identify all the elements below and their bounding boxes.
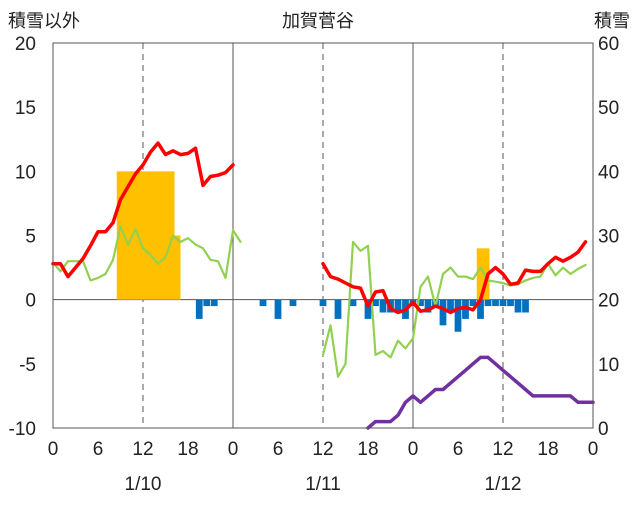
negative-bar [195, 299, 203, 319]
negative-bar [484, 299, 492, 307]
negative-bar [364, 299, 372, 319]
negative-bar [372, 299, 379, 307]
series-lines [51, 141, 595, 430]
negative-bar [417, 299, 424, 307]
negative-bar [274, 299, 282, 319]
negative-bar [492, 299, 499, 307]
negative-bar [439, 299, 447, 326]
x-tick-label: 18 [177, 439, 198, 460]
negative-bar [210, 299, 218, 307]
left-axis-label: 積雪以外 [8, 11, 80, 31]
day-label: 1/12 [485, 474, 522, 495]
x-tick-label: 6 [93, 439, 104, 460]
x-tick-label: 0 [588, 439, 599, 460]
left-tick-label: 20 [15, 34, 36, 55]
snowfall-bar [174, 235, 181, 300]
left-tick-label: 0 [25, 291, 36, 312]
right-tick-label: 60 [598, 34, 619, 55]
right-tick-label: 20 [598, 291, 619, 312]
right-axis-label: 積雪 [594, 11, 630, 31]
negative-bar [319, 299, 327, 307]
purple-series-line [366, 355, 595, 430]
negative-bar [477, 299, 484, 319]
negative-bar [379, 299, 387, 313]
negative-bar [447, 299, 454, 313]
day-label: 1/10 [125, 474, 162, 495]
negative-bar [424, 299, 432, 313]
left-tick-label: 5 [25, 227, 36, 248]
negative-bar [454, 299, 462, 332]
left-tick-label: 10 [15, 162, 36, 183]
x-tick-label: 0 [228, 439, 239, 460]
negative-bar [203, 299, 211, 307]
x-tick-label: 6 [273, 439, 284, 460]
left-tick-label: -10 [9, 419, 36, 440]
negative-bar [469, 299, 477, 307]
negative-bar [522, 299, 529, 313]
left-tick-label: 15 [15, 98, 36, 119]
negative-bar [334, 299, 342, 319]
negative-bar [514, 299, 522, 313]
negative-bar [349, 299, 357, 307]
x-tick-label: 12 [492, 439, 513, 460]
negative-bar [289, 299, 297, 307]
right-tick-label: 10 [598, 355, 619, 376]
x-tick-label: 0 [408, 439, 419, 460]
negative-bar [394, 299, 402, 313]
negative-bar [259, 299, 267, 307]
negative-bar [507, 299, 514, 307]
x-tick-label: 6 [453, 439, 464, 460]
right-tick-label: 30 [598, 227, 619, 248]
right-tick-label: 40 [598, 162, 619, 183]
left-tick-label: -5 [19, 355, 36, 376]
right-tick-label: 0 [598, 419, 609, 440]
x-tick-label: 0 [48, 439, 59, 460]
x-tick-label: 12 [312, 439, 333, 460]
right-tick-label: 50 [598, 98, 619, 119]
negative-bar [462, 299, 469, 319]
red-series-line [321, 240, 588, 315]
chart-title: 加賀菅谷 [282, 11, 354, 31]
red-series-line [51, 141, 235, 279]
x-tick-label: 12 [132, 439, 153, 460]
plot-frame [52, 42, 594, 429]
green-series-line [51, 225, 242, 282]
green-series-line [321, 240, 587, 378]
x-tick-label: 18 [537, 439, 558, 460]
x-tick-label: 18 [357, 439, 378, 460]
negative-bar [499, 299, 507, 307]
day-label: 1/11 [305, 474, 341, 495]
